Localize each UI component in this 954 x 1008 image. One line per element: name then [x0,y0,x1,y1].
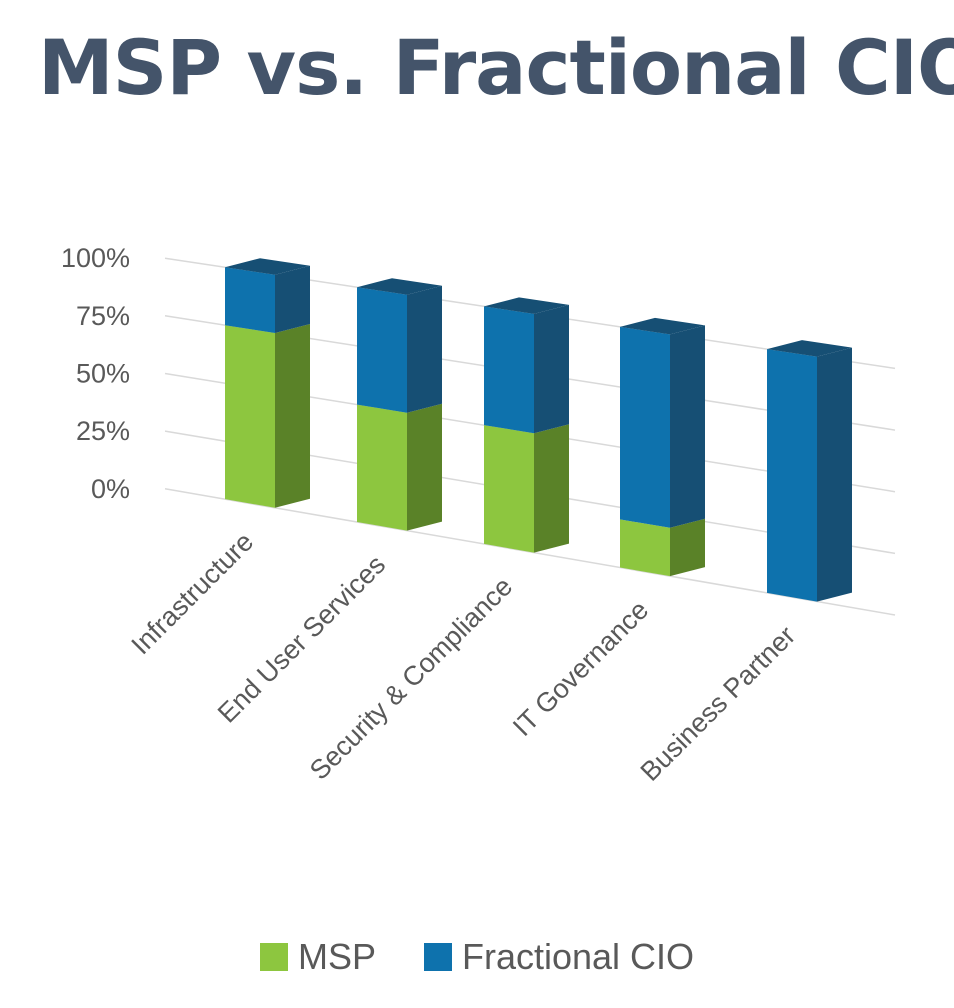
bar-msp [357,404,407,531]
bar-top [620,317,705,335]
bar-fractional-cio [357,287,407,413]
bar-msp [620,519,670,577]
bar-side-msp [407,403,442,531]
x-category-label: Infrastructure [126,527,260,661]
bar-top [357,278,442,295]
legend-item: Fractional CIO [423,936,695,978]
y-tick-label: 0% [91,474,130,504]
bar-side-fractional-cio [534,304,569,434]
y-axis-ticks: 0% 25% 50% 75% 100% [61,243,130,504]
bar-side-fractional-cio [275,265,310,333]
bar-side-fractional-cio [670,325,705,528]
bar-fractional-cio [225,267,275,333]
bar-msp [484,425,534,553]
legend-label: MSP [297,936,376,977]
legend: MSP Fractional CIO [0,936,954,978]
x-category-label: IT Governance [507,595,654,742]
y-tick-label: 100% [61,243,130,273]
y-tick-label: 25% [76,416,130,446]
bar-fractional-cio [484,306,534,434]
y-tick-label: 75% [76,301,130,331]
chart-title: MSP vs. Fractional CIO [38,23,954,112]
bar-top [484,297,569,314]
bar-top [767,340,852,357]
bar-fractional-cio [767,349,817,602]
x-category-label: Business Partner [635,620,802,787]
bars [225,258,852,602]
legend-swatch [259,943,288,971]
bar-side-fractional-cio [407,285,442,413]
bar-fractional-cio [620,326,670,528]
bar-side-msp [534,424,569,553]
legend-swatch [423,943,452,971]
bar-top [225,258,310,275]
legend-item: MSP [259,936,376,978]
y-tick-label: 50% [76,359,130,389]
bar-side-fractional-cio [817,347,852,602]
bar-side-msp [275,324,310,508]
x-category-label: End User Services [212,549,391,728]
bar-msp [225,325,275,508]
bar-side-msp [670,518,705,577]
legend-label: Fractional CIO [461,936,695,977]
